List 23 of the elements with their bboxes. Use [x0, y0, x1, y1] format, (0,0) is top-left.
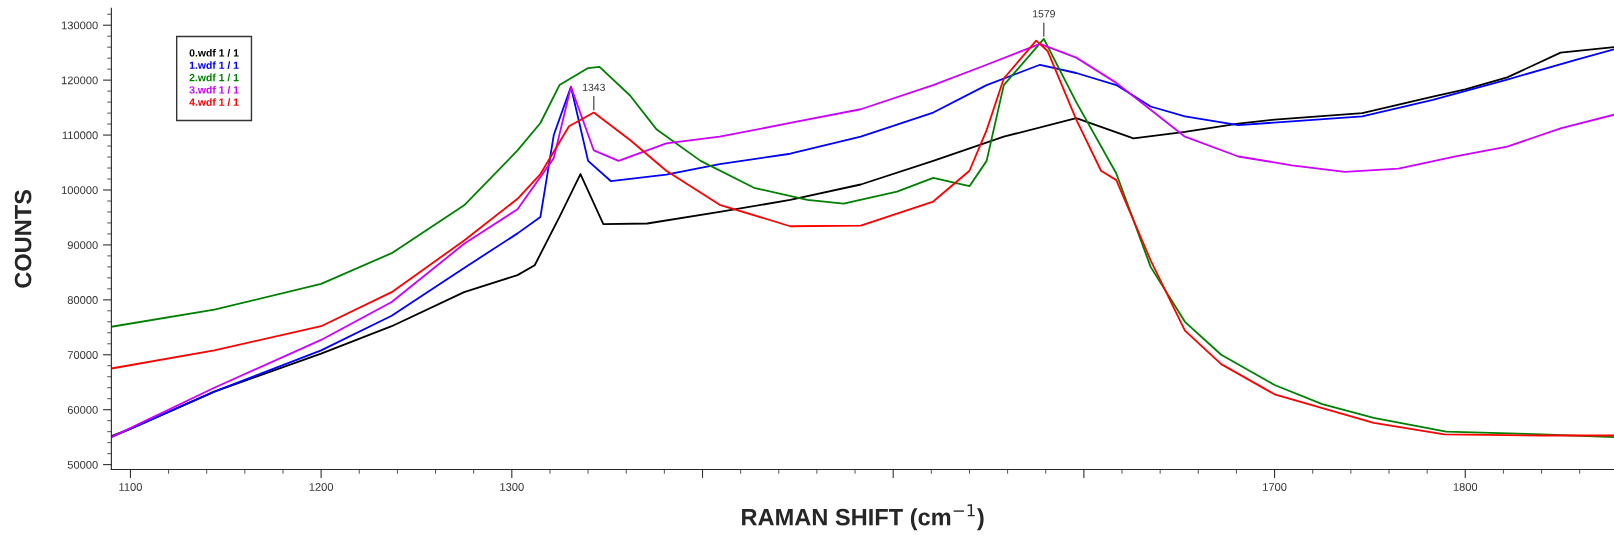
y-tick-label: 70000 [67, 351, 98, 359]
y-tick-label: 120000 [61, 76, 98, 85]
x-tick-label: 1300 [500, 483, 524, 491]
x-tick-label: 1700 [1263, 483, 1287, 491]
x-axis-title: RAMAN SHIFT (cm$^{−1}$) [742, 504, 984, 531]
text: 2.wdf 1 / 1 [189, 73, 239, 82]
text: 0.wdf 1 / 1 [189, 48, 239, 57]
x-tick-label: 1200 [309, 483, 334, 491]
x-tick-label: 1800 [1453, 483, 1478, 491]
y-tick-label: 60000 [67, 405, 98, 414]
text: 4.wdf 1 / 1 [189, 98, 239, 106]
text: 1.wdf 1 / 1 [189, 61, 239, 70]
y-tick-label: 130000 [61, 21, 98, 30]
y-axis-title: COUNTS [14, 189, 32, 288]
y-tick-label: 100000 [61, 186, 98, 195]
x-tick-label: 1100 [119, 483, 142, 491]
y-tick-label: 50000 [67, 460, 98, 469]
annotation: 1343 [583, 83, 605, 92]
y-tick-label: 80000 [67, 296, 98, 304]
y-tick-label: 110000 [62, 131, 98, 140]
text: 3.wdf 1 / 1 [189, 85, 239, 94]
annotation: 1579 [1033, 10, 1055, 18]
y-tick-label: 90000 [67, 241, 98, 250]
